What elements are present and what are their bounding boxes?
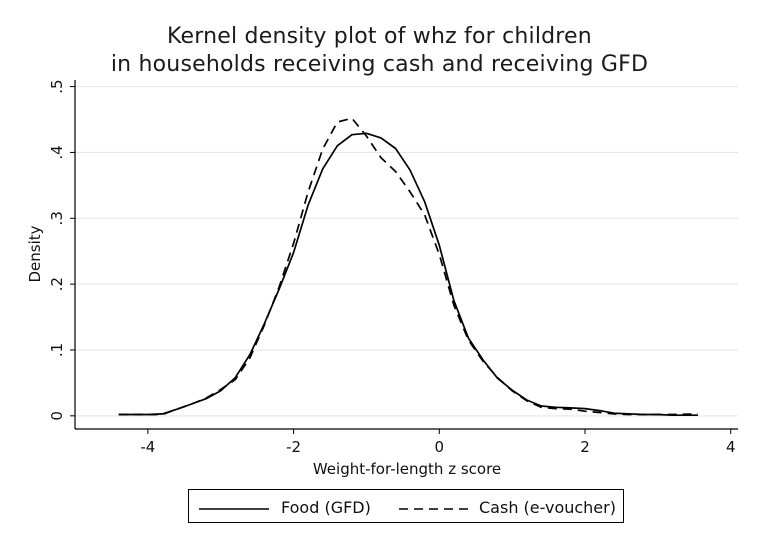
legend: Food (GFD) Cash (e-voucher) [188,489,624,523]
x-axis-label: Weight-for-length z score [313,460,501,478]
x-tick-label-1: -2 [286,438,301,456]
y-tick-label-4: .4 [48,145,66,159]
chart-subtitle: in households receiving cash and receivi… [110,52,649,77]
axis-layer: 0 .1 .2 .3 .4 .5 -4 -2 0 2 4 [48,79,738,456]
y-axis-label: Density [26,225,44,282]
series-layer [118,117,698,417]
legend-swatches [199,508,469,510]
y-tick-label-5: .5 [48,79,66,93]
x-tick-label-0: -4 [140,438,155,456]
grid-layer [75,86,738,417]
y-tick-label-2: .2 [48,277,66,291]
x-tick-label-4: 4 [726,438,736,456]
x-tick-label-2: 0 [435,438,445,456]
x-tick-label-3: 2 [580,438,590,456]
y-tick-label-1: .1 [48,343,66,357]
y-tick-label-0: 0 [48,411,66,421]
series-line-1 [118,117,698,416]
y-tick-label-3: .3 [48,211,66,225]
legend-label-cash: Cash (e-voucher) [479,498,616,517]
legend-label-food: Food (GFD) [281,498,371,517]
plot-region [75,80,738,429]
chart-title: Kernel density plot of whz for children [167,24,592,49]
